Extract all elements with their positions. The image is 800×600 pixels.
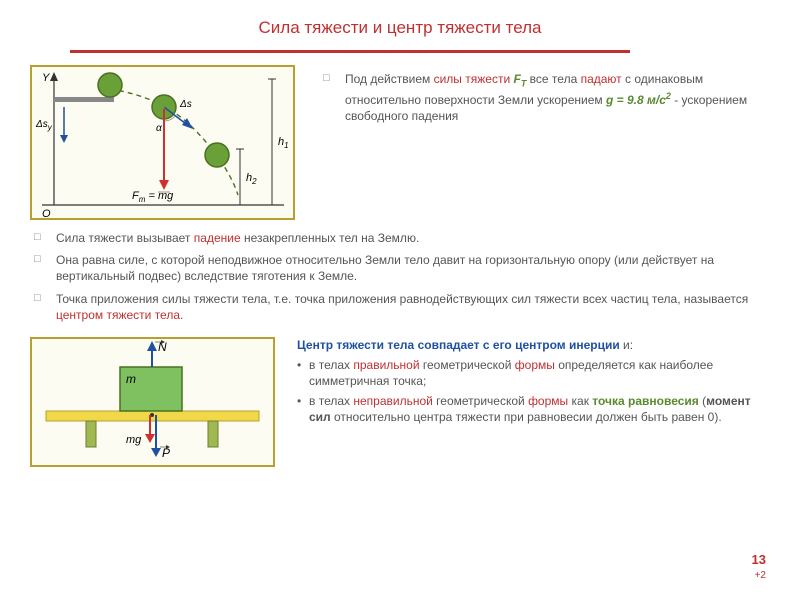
- svg-text:m: m: [126, 372, 136, 386]
- svg-text:h2: h2: [246, 172, 257, 186]
- mid-bullet-2: Она равна силе, с которой неподвижное от…: [34, 252, 766, 284]
- figure-support: m N mg P: [30, 337, 275, 467]
- top-bullet-1: Под действием силы тяжести FТ все тела п…: [323, 71, 770, 124]
- bottom-subbullets: в телах правильной геометрической формы …: [297, 357, 770, 425]
- axis-y-label: Y: [42, 72, 50, 84]
- page-number: 13 +2: [752, 552, 766, 582]
- top-paragraph: Под действием силы тяжести FТ все тела п…: [323, 71, 770, 124]
- row-bottom: m N mg P Центр тяжести тела совпад: [0, 329, 800, 467]
- mid-bullet-3: Точка приложения силы тяжести тела, т.е.…: [34, 291, 766, 323]
- svg-text:mg: mg: [126, 434, 142, 446]
- page-title: Сила тяжести и центр тяжести тела: [0, 18, 800, 38]
- bottom-heading: Центр тяжести тела совпадает с его центр…: [297, 337, 770, 353]
- figure-trajectory: Y O Δsy Δs α Fт = mg: [30, 65, 295, 220]
- svg-text:α: α: [156, 123, 162, 134]
- svg-text:h1: h1: [278, 136, 289, 150]
- svg-text:Δsy: Δsy: [35, 119, 53, 132]
- origin-label: O: [42, 208, 51, 218]
- svg-text:Δs: Δs: [179, 99, 192, 110]
- bot-sub-1: в телах правильной геометрической формы …: [297, 357, 770, 389]
- bot-sub-2: в телах неправильной геометрической форм…: [297, 393, 770, 425]
- row-top: Y O Δsy Δs α Fт = mg: [0, 53, 800, 220]
- middle-block: Сила тяжести вызывает падение незакрепле…: [0, 220, 800, 323]
- mid-bullet-1: Сила тяжести вызывает падение незакрепле…: [34, 230, 766, 246]
